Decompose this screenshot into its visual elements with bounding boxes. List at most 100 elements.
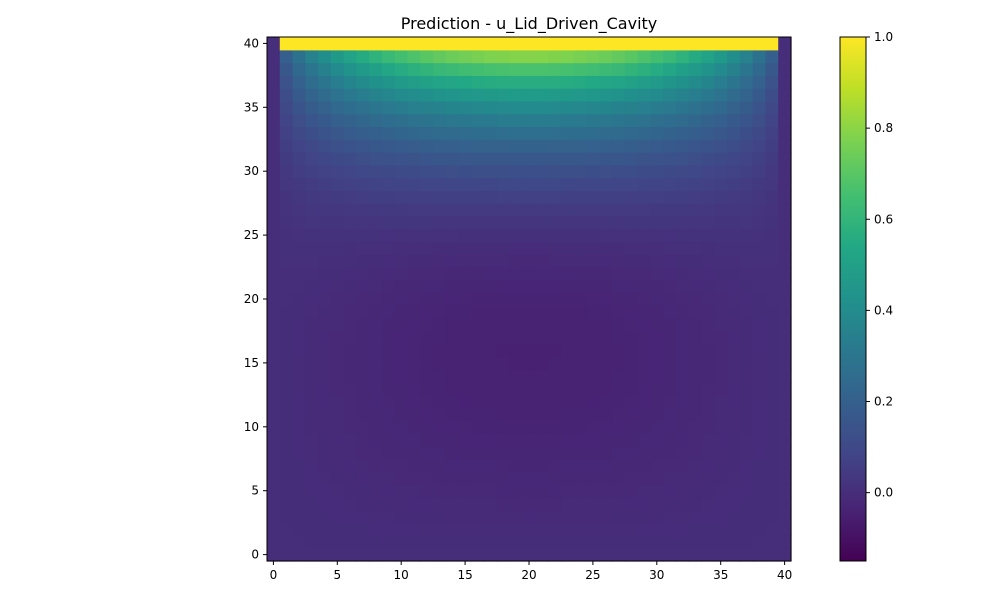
heatmap-cell <box>433 535 447 549</box>
heatmap-cell <box>548 190 562 204</box>
heatmap-cell <box>509 164 524 179</box>
heatmap-cell <box>752 164 767 179</box>
heatmap-cell <box>420 471 434 485</box>
heatmap-cell <box>727 279 741 294</box>
heatmap-cell <box>279 228 294 243</box>
heatmap-cell <box>318 292 332 306</box>
heatmap-cell <box>522 305 536 319</box>
heatmap-cell <box>739 394 754 409</box>
heatmap-cell <box>420 75 434 89</box>
heatmap-cell <box>778 484 792 498</box>
heatmap-cell <box>522 433 536 447</box>
heatmap-cell <box>650 420 664 434</box>
heatmap-cell <box>343 445 358 460</box>
heatmap-cell <box>407 164 421 179</box>
heatmap-cell <box>471 241 485 255</box>
heatmap-cell <box>714 126 728 140</box>
heatmap-cell <box>624 254 639 268</box>
heatmap-cell <box>535 88 549 102</box>
heatmap-cell <box>433 228 447 243</box>
heatmap-cell <box>714 152 728 166</box>
heatmap-cell <box>292 369 306 383</box>
heatmap-cell <box>267 497 281 511</box>
heatmap-cell <box>369 382 383 396</box>
heatmap-cell <box>727 100 741 115</box>
heatmap-cell <box>752 420 767 434</box>
heatmap-cell <box>765 445 779 460</box>
heatmap-cell <box>612 279 626 294</box>
heatmap-cell <box>688 139 703 153</box>
heatmap-cell <box>458 215 473 230</box>
heatmap-cell <box>548 49 562 64</box>
heatmap-cell <box>624 126 639 140</box>
heatmap-cell <box>407 62 421 76</box>
heatmap-cell <box>727 215 741 230</box>
heatmap-cell <box>701 382 715 396</box>
heatmap-cell <box>394 535 409 549</box>
heatmap-cell <box>663 394 677 409</box>
heatmap-cell <box>305 177 319 191</box>
y-tick-label: 35 <box>244 100 259 114</box>
heatmap-cell <box>739 497 754 511</box>
heatmap-cell <box>650 215 664 230</box>
heatmap-cell <box>509 139 524 153</box>
heatmap-cell <box>509 433 524 447</box>
heatmap-cell <box>433 113 447 128</box>
heatmap-cell <box>330 497 345 511</box>
heatmap-cell <box>586 152 600 166</box>
heatmap-cell <box>778 535 792 549</box>
heatmap-cell <box>624 420 639 434</box>
heatmap-cell <box>624 394 639 409</box>
heatmap-cell <box>318 37 332 51</box>
heatmap-cell <box>778 497 792 511</box>
chart-title: Prediction - u_Lid_Driven_Cavity <box>401 14 658 34</box>
heatmap-cell <box>497 471 511 485</box>
heatmap-cell <box>445 139 460 153</box>
heatmap-cell <box>560 458 575 473</box>
heatmap-cell <box>522 343 536 358</box>
heatmap-cell <box>624 330 639 345</box>
heatmap-cell <box>343 37 358 51</box>
heatmap-cell <box>369 356 383 370</box>
heatmap-cell <box>420 139 434 153</box>
heatmap-cell <box>471 509 485 524</box>
heatmap-cell <box>356 509 370 524</box>
heatmap-cell <box>599 369 613 383</box>
heatmap-cell <box>343 49 358 64</box>
heatmap-cell <box>330 126 345 140</box>
heatmap-cell <box>624 75 639 89</box>
heatmap-cell <box>535 420 549 434</box>
heatmap-cell <box>624 215 639 230</box>
heatmap-cell <box>739 190 754 204</box>
heatmap-cell <box>394 177 409 191</box>
heatmap-cell <box>484 100 498 115</box>
heatmap-cell <box>509 215 524 230</box>
heatmap-cell <box>535 228 549 243</box>
heatmap-cell <box>612 318 626 332</box>
heatmap-cell <box>663 535 677 549</box>
x-tick-label: 40 <box>777 568 792 582</box>
heatmap-cell <box>765 254 779 268</box>
heatmap-cell <box>573 126 588 140</box>
heatmap-cell <box>535 509 549 524</box>
heatmap-cell <box>267 203 281 217</box>
heatmap-cell <box>458 190 473 204</box>
heatmap-cell <box>535 433 549 447</box>
heatmap-cell <box>433 548 447 562</box>
heatmap-cell <box>688 458 703 473</box>
heatmap-cell <box>292 535 306 549</box>
heatmap-cell <box>714 267 728 281</box>
heatmap-cell <box>394 254 409 268</box>
heatmap-cell <box>318 203 332 217</box>
heatmap-cell <box>675 88 690 102</box>
heatmap-cell <box>752 177 767 191</box>
heatmap-cell <box>484 62 498 76</box>
heatmap-cell <box>778 190 792 204</box>
heatmap-cell <box>573 382 588 396</box>
heatmap-cell <box>573 241 588 255</box>
heatmap-cell <box>497 241 511 255</box>
heatmap-cell <box>522 126 536 140</box>
heatmap-cell <box>650 522 664 537</box>
heatmap-cell <box>509 37 524 51</box>
heatmap-cell <box>599 356 613 370</box>
